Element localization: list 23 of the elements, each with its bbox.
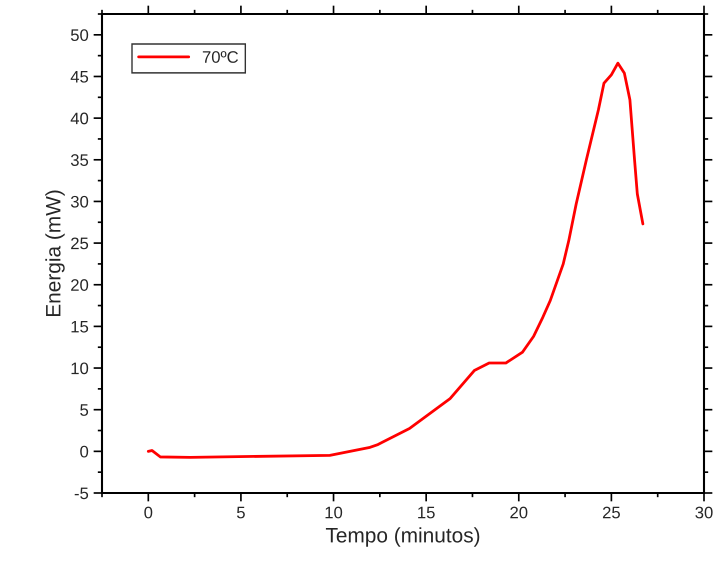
y-tick-label: 35 bbox=[70, 154, 88, 166]
x-tick-label: 15 bbox=[418, 506, 435, 518]
x-tick-label: 10 bbox=[326, 506, 342, 518]
y-tick-label: 50 bbox=[70, 29, 88, 42]
x-axis-title: Tempo (minutos) bbox=[326, 527, 480, 547]
x-tick-label: 20 bbox=[510, 506, 528, 518]
y-tick-label: 45 bbox=[70, 71, 88, 83]
y-tick-label: 40 bbox=[70, 112, 88, 124]
y-tick-label: 30 bbox=[70, 196, 88, 208]
x-tick-label: 30 bbox=[695, 506, 713, 518]
y-tick-label: 5 bbox=[80, 404, 88, 416]
y-axis-title: Energia (mW) bbox=[45, 190, 65, 316]
line-series bbox=[146, 62, 644, 459]
y-tick-label: -5 bbox=[74, 488, 88, 500]
y-tick-label: 20 bbox=[71, 279, 88, 291]
y-tick-label: 0 bbox=[80, 446, 88, 458]
y-tick-label: 10 bbox=[72, 362, 88, 374]
x-tick-label: 0 bbox=[144, 506, 152, 518]
y-tick-label: 15 bbox=[72, 320, 88, 333]
x-tick-label: 5 bbox=[236, 506, 245, 518]
x-tick-label: 25 bbox=[602, 506, 620, 518]
legend-label: 70ºC bbox=[202, 51, 238, 63]
y-tick-label: 25 bbox=[71, 237, 88, 250]
